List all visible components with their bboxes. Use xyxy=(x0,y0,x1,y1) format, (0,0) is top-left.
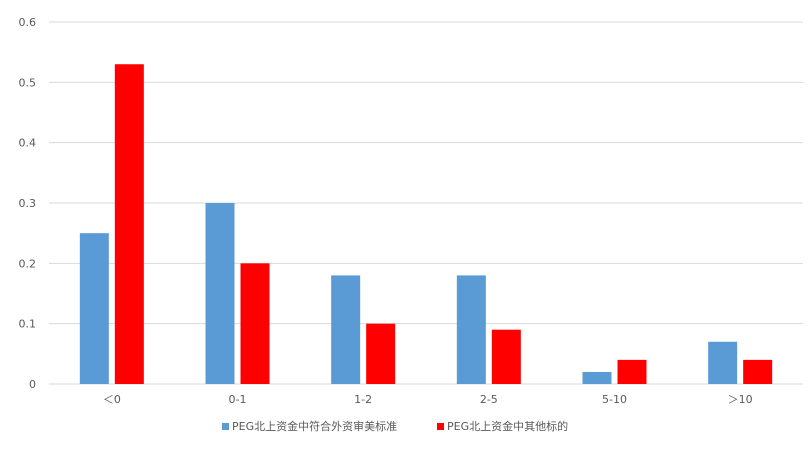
x-tick-label: 2-5 xyxy=(480,393,498,406)
gridlines xyxy=(49,21,803,385)
y-tick-label: 0.2 xyxy=(19,257,37,270)
y-tick-label: 0.4 xyxy=(19,137,37,150)
bar-series-1-5 xyxy=(743,359,773,384)
x-tick-label: 0-1 xyxy=(229,393,247,406)
bar-series-0-1 xyxy=(205,203,235,384)
bar-series-1-4 xyxy=(617,359,647,384)
bar-series-0-2 xyxy=(331,275,361,384)
legend-swatch-0 xyxy=(222,423,229,430)
y-tick-label: 0.3 xyxy=(19,197,37,210)
bar-series-0-0 xyxy=(79,233,109,384)
x-tick-label: 1-2 xyxy=(354,393,372,406)
bar-series-1-1 xyxy=(240,263,270,384)
y-tick-label: 0.6 xyxy=(19,16,37,29)
x-tick-label: 5-10 xyxy=(602,393,627,406)
bar-series-1-2 xyxy=(366,323,396,384)
y-tick-label: 0.5 xyxy=(19,76,37,89)
x-axis-ticks: ＜0 0-1 1-2 2-5 5-10 ＞10 xyxy=(103,393,753,406)
x-tick-label: ＜0 xyxy=(103,393,121,406)
legend: PEG北上资金中符合外资审美标准 PEG北上资金中其他标的 xyxy=(222,419,568,433)
bar-series-0-5 xyxy=(708,341,738,384)
bars xyxy=(79,64,773,384)
bar-series-0-4 xyxy=(582,371,612,384)
y-tick-label: 0 xyxy=(29,378,36,391)
legend-label-0: PEG北上资金中符合外资审美标准 xyxy=(232,419,397,433)
bar-series-0-3 xyxy=(456,275,486,384)
bar-series-1-0 xyxy=(114,64,144,384)
legend-swatch-1 xyxy=(437,423,444,430)
x-tick-label: ＞10 xyxy=(728,393,753,406)
y-tick-label: 0.1 xyxy=(19,318,37,331)
bar-series-1-3 xyxy=(491,329,521,384)
y-axis-ticks: 0 0.1 0.2 0.3 0.4 0.5 0.6 xyxy=(19,16,37,391)
legend-label-1: PEG北上资金中其他标的 xyxy=(447,419,568,433)
